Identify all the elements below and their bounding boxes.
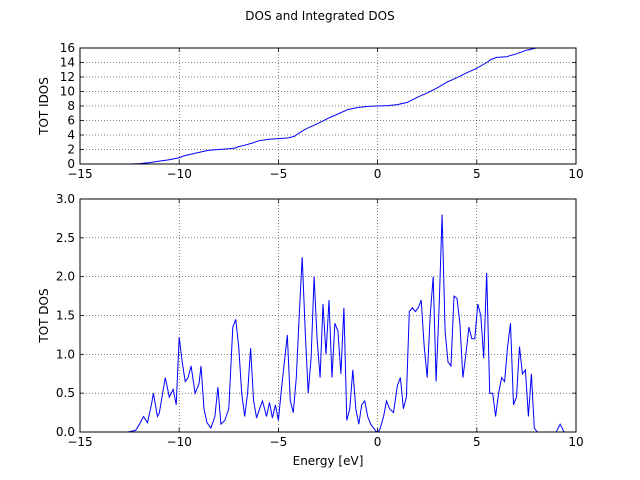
idos-ytick-label: 14 — [60, 56, 75, 70]
dos-ytick-label: 2.5 — [56, 231, 75, 245]
dos-xlabel: Energy [eV] — [293, 454, 364, 468]
dos-ytick-label: 1.5 — [56, 309, 75, 323]
idos-xtick-label: −15 — [67, 167, 92, 181]
idos-xtick-label: 10 — [568, 167, 583, 181]
idos-xtick-label: 0 — [374, 167, 382, 181]
idos-ytick-label: 6 — [67, 114, 75, 128]
idos-ytick-label: 10 — [60, 85, 75, 99]
idos-xtick-label: −10 — [167, 167, 192, 181]
dos-ytick-label: 2.0 — [56, 270, 75, 284]
idos-ytick-label: 16 — [60, 41, 75, 55]
idos-xtick-label: −5 — [270, 167, 288, 181]
idos-ytick-label: 0 — [67, 157, 75, 171]
idos-series-line — [129, 47, 537, 165]
dos-series-line — [127, 214, 576, 433]
idos-ytick-label: 4 — [67, 128, 75, 142]
dos-xtick-label: −15 — [67, 435, 92, 449]
figure-title: DOS and Integrated DOS — [245, 9, 394, 23]
idos-xtick-label: 5 — [473, 167, 481, 181]
dos-xtick-label: 0 — [374, 435, 382, 449]
idos-ytick-label: 12 — [60, 70, 75, 84]
dos-xtick-label: −10 — [167, 435, 192, 449]
dos-xtick-label: 5 — [473, 435, 481, 449]
dos-ytick-label: 0.0 — [56, 425, 75, 439]
dos-ytick-label: 1.0 — [56, 347, 75, 361]
idos-ytick-label: 8 — [67, 99, 75, 113]
dos-xtick-label: 10 — [568, 435, 583, 449]
idos-ylabel: TOT IDOS — [37, 77, 51, 136]
dos-plot: −15 −10 −5 0 5 10 0.0 0.5 1.0 1.5 2.0 2.5 3.0 TOT DOS… — [37, 192, 584, 468]
dos-ytick-label: 3.0 — [56, 192, 75, 206]
dos-xtick-label: −5 — [270, 435, 288, 449]
idos-axes-frame — [79, 47, 577, 165]
idos-ytick-label: 2 — [67, 143, 75, 157]
dos-ytick-label: 0.5 — [56, 386, 75, 400]
dos-ylabel: TOT DOS — [37, 288, 51, 343]
